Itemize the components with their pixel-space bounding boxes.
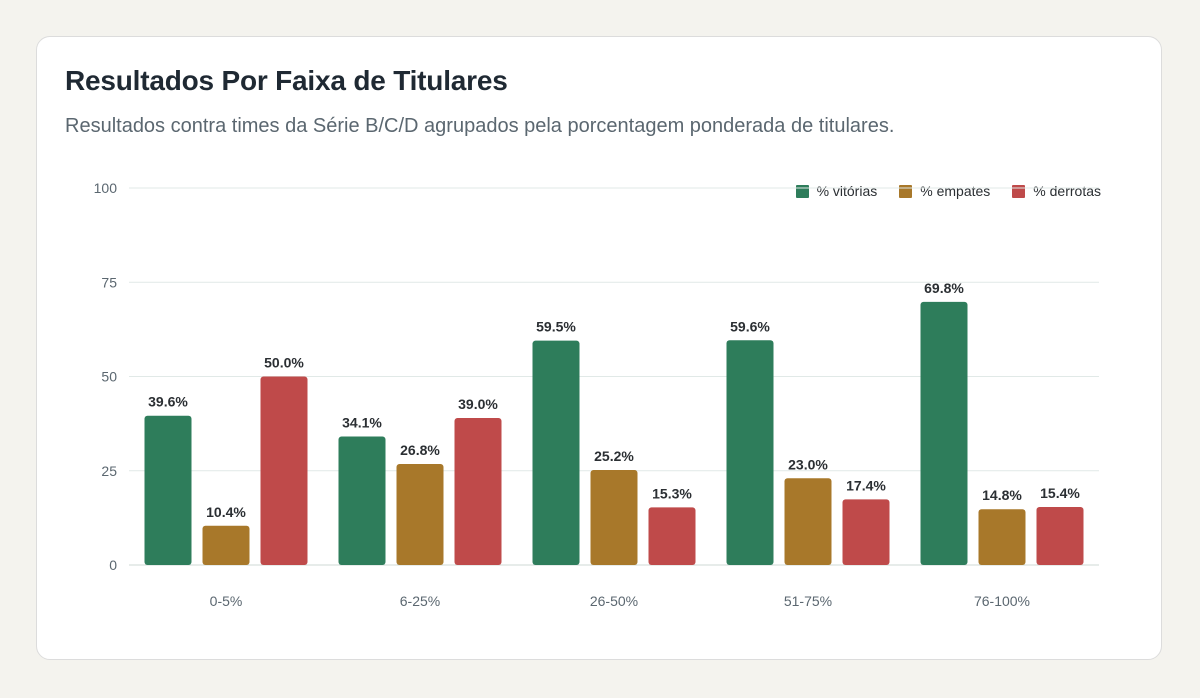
data-label: 14.8% <box>982 487 1022 503</box>
legend-label-empates: % empates <box>920 183 991 199</box>
data-label: 10.4% <box>206 504 246 520</box>
bar <box>590 469 638 565</box>
bar <box>1036 506 1084 565</box>
y-tick-label: 75 <box>101 274 117 290</box>
legend-label-derrotas: % derrotas <box>1033 183 1101 199</box>
data-label: 39.0% <box>458 396 498 412</box>
bar <box>144 415 192 565</box>
data-label: 15.3% <box>652 485 692 501</box>
chart-subtitle: Resultados contra times da Série B/C/D a… <box>65 115 895 137</box>
y-tick-label: 25 <box>101 463 117 479</box>
y-tick-label: 0 <box>109 557 117 573</box>
x-tick-label: 6-25% <box>400 593 440 609</box>
bar <box>260 376 308 565</box>
data-label: 25.2% <box>594 448 634 464</box>
x-tick-label: 51-75% <box>784 593 832 609</box>
data-label: 34.1% <box>342 414 382 430</box>
data-label: 59.5% <box>536 319 576 335</box>
bar <box>202 525 250 565</box>
data-label: 39.6% <box>148 394 188 410</box>
bar <box>532 340 580 565</box>
data-label: 23.0% <box>788 456 828 472</box>
bar <box>396 463 444 565</box>
data-label: 17.4% <box>846 477 886 493</box>
y-tick-label: 50 <box>101 369 117 385</box>
chart-card: Resultados Por Faixa de Titulares Result… <box>36 36 1162 660</box>
bar <box>842 499 890 565</box>
data-label: 15.4% <box>1040 485 1080 501</box>
bar-chart: 0 25 50 75 100 39.6% 10.4% 50.0% 0-5% 34.1% 26.8% 3… <box>94 180 1099 609</box>
legend-label-vitorias: % vitórias <box>816 183 878 199</box>
bar <box>978 509 1026 565</box>
x-tick-label: 26-50% <box>590 593 638 609</box>
data-label: 69.8% <box>924 280 964 296</box>
y-tick-label: 100 <box>94 180 118 196</box>
bar <box>338 436 386 565</box>
x-tick-label: 76-100% <box>974 593 1030 609</box>
bar <box>454 417 502 565</box>
chart-title: Resultados Por Faixa de Titulares <box>65 65 508 96</box>
x-tick-label: 0-5% <box>210 593 243 609</box>
bar <box>726 340 774 565</box>
bar <box>920 301 968 565</box>
bar <box>648 507 696 565</box>
data-label: 26.8% <box>400 442 440 458</box>
data-label: 50.0% <box>264 355 304 371</box>
data-label: 59.6% <box>730 318 770 334</box>
bar <box>784 478 832 565</box>
